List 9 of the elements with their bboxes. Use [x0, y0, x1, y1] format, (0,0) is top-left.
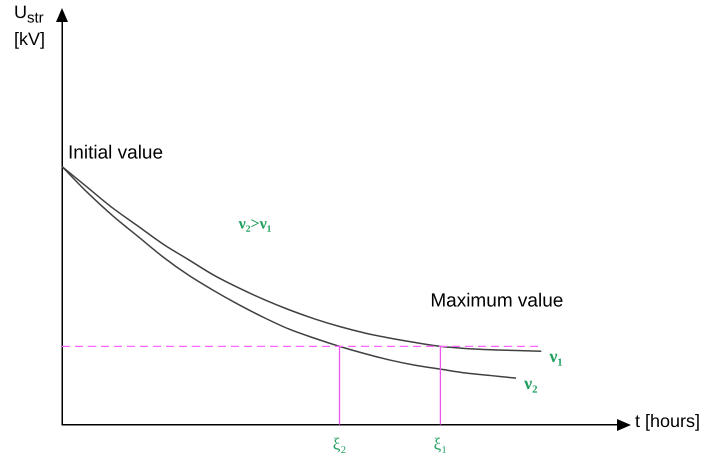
- text: Initial value: [68, 142, 164, 164]
- ref-line-label: Maximum value: [430, 290, 564, 312]
- x-tick-label: ξ₂: [332, 434, 346, 454]
- text: U$_{str}$ [kV]: [14, 2, 46, 49]
- x-tick-label: ξ₁: [434, 434, 448, 454]
- annotation: ν₂>ν₁: [238, 215, 272, 232]
- series-label: ν₂: [523, 372, 538, 393]
- series-label: ν₁: [548, 346, 563, 366]
- x-axis-title: t [hours]: [635, 410, 700, 432]
